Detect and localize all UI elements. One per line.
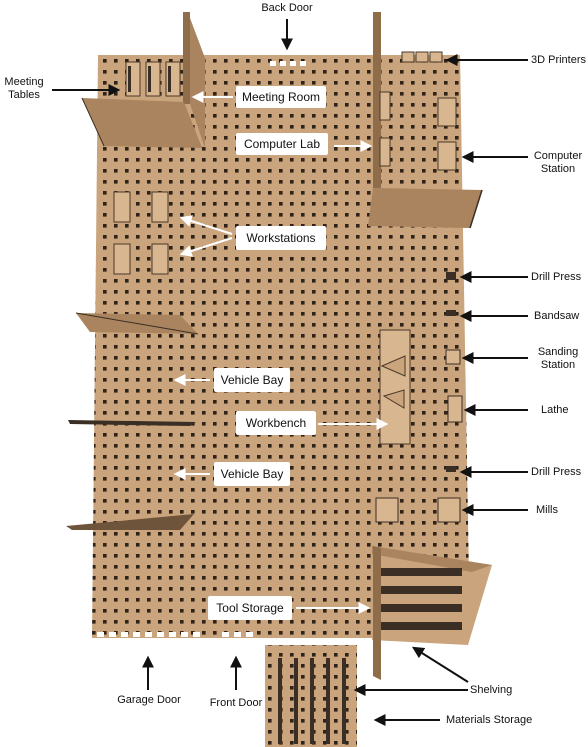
label-3d-printers: 3D Printers [531, 54, 587, 66]
sanding-station [445, 349, 461, 365]
printers-3d [401, 51, 443, 63]
label-computer-station-line2: Station [540, 163, 576, 175]
label-drill-press-bottom: Drill Press [531, 466, 582, 478]
computer-stations [379, 91, 457, 171]
label-back-door: Back Door [261, 2, 313, 14]
arrow-shelving-upper [411, 646, 469, 683]
label-computer-station-line1: Computer [533, 150, 583, 162]
white-arrows [173, 91, 389, 614]
workbench [379, 329, 411, 445]
meeting-room-walls [81, 12, 205, 148]
pegboard-floor [92, 55, 470, 747]
bandsaw [446, 310, 456, 316]
front-door-gap [222, 632, 253, 637]
arrow-workstations-b [179, 237, 233, 257]
label-shelving: Shelving [470, 684, 513, 696]
arrow-workstations-a [179, 215, 233, 235]
machines [375, 272, 463, 523]
vehicle-bay-walls [66, 312, 199, 530]
back-door-gap [270, 61, 306, 66]
label-sanding-line2: Station [540, 359, 576, 371]
label-meeting-tables-line1: Meeting [4, 76, 44, 88]
box-computer-lab: Computer Lab [236, 133, 328, 155]
label-sanding-line1: Sanding [537, 346, 579, 358]
drill-press-bottom [446, 466, 456, 472]
label-materials-storage: Materials Storage [446, 714, 533, 726]
label-sanding-station: Sanding Station [530, 346, 586, 372]
materials-storage-racks [278, 658, 346, 744]
label-lathe: Lathe [541, 404, 569, 416]
drill-press-top [446, 272, 456, 280]
mill-right [437, 497, 461, 523]
mill-left [375, 497, 399, 523]
label-garage-door: Garage Door [117, 694, 181, 706]
box-meeting-room: Meeting Room [236, 86, 326, 108]
lathe [447, 395, 463, 423]
box-vehicle-bay-top: Vehicle Bay [214, 368, 290, 392]
label-meeting-tables: Meeting Tables [0, 76, 48, 102]
label-meeting-tables-line2: Tables [8, 89, 40, 101]
label-computer-station: Computer Station [530, 150, 586, 176]
workstations [113, 191, 169, 275]
label-front-door: Front Door [209, 697, 263, 709]
meeting-tables [125, 61, 181, 97]
box-tool-storage: Tool Storage [208, 596, 292, 620]
label-bandsaw: Bandsaw [534, 310, 580, 322]
tool-storage [372, 546, 492, 680]
box-vehicle-bay-bottom: Vehicle Bay [214, 462, 290, 486]
garage-door-gap [97, 632, 200, 637]
box-workbench: Workbench [236, 411, 316, 435]
label-mills: Mills [536, 504, 558, 516]
black-arrows [52, 19, 528, 726]
computer-lab-walls [368, 12, 483, 229]
label-drill-press-top: Drill Press [531, 271, 582, 283]
box-workstations: Workstations [236, 226, 326, 250]
